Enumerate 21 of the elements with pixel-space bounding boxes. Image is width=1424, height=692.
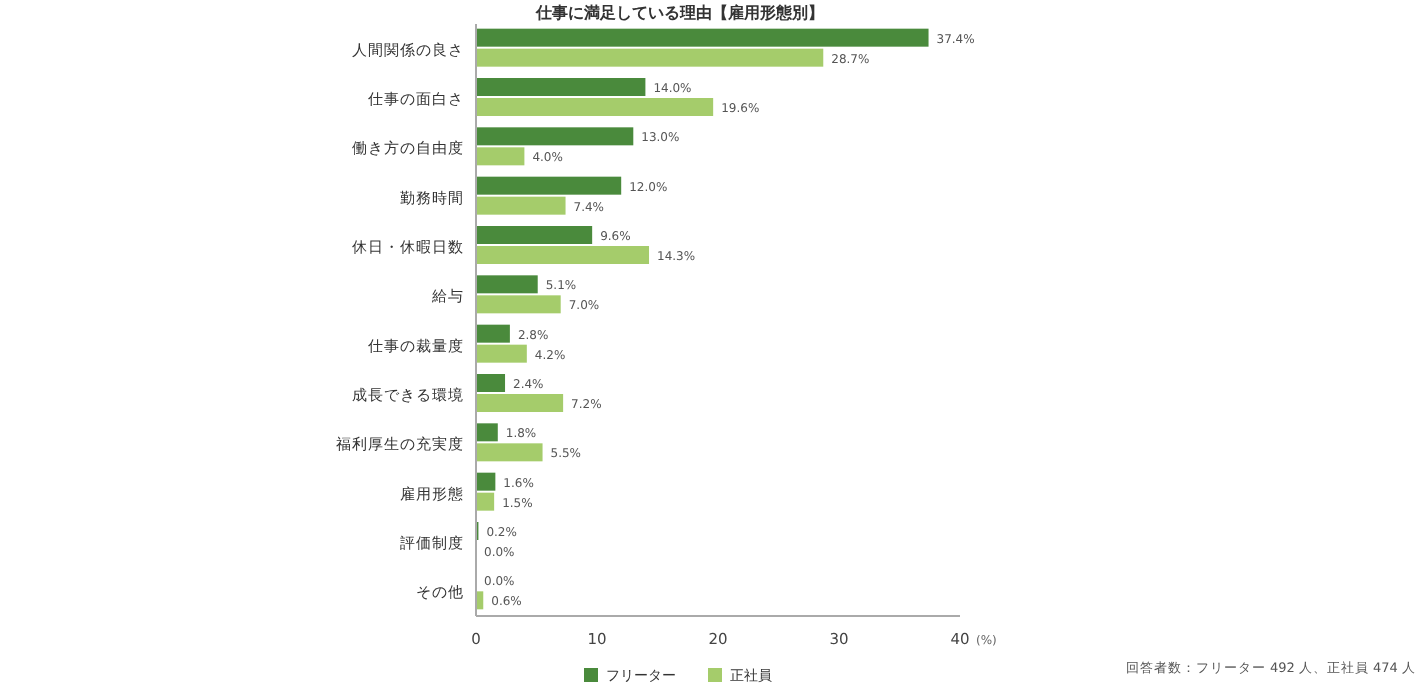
bar: [476, 48, 824, 67]
bar: [476, 176, 622, 195]
bar: [476, 275, 538, 294]
bar: [476, 344, 527, 363]
bar: [476, 147, 525, 166]
bar: [476, 127, 634, 146]
bar: [476, 492, 495, 511]
bar: [476, 28, 929, 47]
bar: [476, 423, 498, 442]
chart-title: 仕事に満足している理由【雇用形態別】: [534, 2, 824, 22]
bar: [476, 78, 646, 96]
bar: [476, 443, 543, 462]
bar: [476, 324, 510, 343]
bar: [476, 374, 506, 392]
bar: [476, 98, 714, 116]
bar: [476, 295, 561, 314]
bar: [476, 246, 650, 264]
bar: [476, 394, 564, 412]
bar: [476, 196, 566, 215]
bar: [476, 226, 593, 244]
bar: [476, 472, 496, 491]
